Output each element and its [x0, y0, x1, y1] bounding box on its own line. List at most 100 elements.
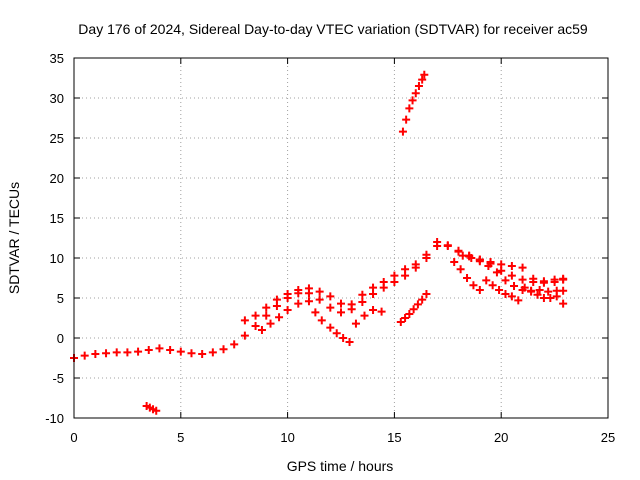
- y-tick-labels: -10 -5 0 5 10 15 20 25 30 35: [45, 51, 64, 426]
- y-tick-label: 10: [50, 251, 64, 266]
- data-point: [152, 406, 161, 415]
- series-low-segment: [142, 402, 161, 415]
- data-point: [544, 287, 553, 296]
- data-point: [315, 287, 324, 296]
- data-point: [80, 351, 89, 360]
- data-point: [339, 334, 348, 342]
- series-high-segment: [398, 70, 429, 136]
- data-point: [458, 251, 467, 260]
- data-point: [475, 257, 484, 266]
- x-tick-label: 25: [601, 430, 615, 445]
- data-point: [450, 258, 459, 266]
- data-point: [272, 295, 281, 304]
- data-point: [294, 299, 303, 308]
- x-tick-label: 5: [177, 430, 184, 445]
- y-tick-label: 20: [50, 171, 64, 186]
- grid: [74, 58, 608, 418]
- data-point: [482, 276, 491, 285]
- x-tick-label: 15: [387, 430, 401, 445]
- data-point: [420, 70, 429, 79]
- data-point: [518, 275, 527, 284]
- data-point: [91, 350, 100, 358]
- y-tick-label: -5: [52, 371, 64, 386]
- data-point: [411, 260, 420, 269]
- data-point: [422, 250, 431, 259]
- y-tick-label: 30: [50, 91, 64, 106]
- data-point: [492, 268, 501, 277]
- data-point: [401, 314, 410, 322]
- data-point: [337, 308, 345, 317]
- data-point: [377, 307, 386, 316]
- plot-frame: [73, 57, 609, 419]
- series-segment-15h: [396, 290, 431, 326]
- data-point: [535, 286, 544, 294]
- data-point: [369, 283, 378, 292]
- data-point: [208, 348, 217, 357]
- data-point: [501, 290, 510, 298]
- data-point: [409, 305, 418, 314]
- data-point: [304, 284, 313, 293]
- y-tick-label: 15: [50, 211, 64, 226]
- data-point: [405, 310, 414, 318]
- data-point: [176, 347, 185, 356]
- y-axis-label: SDTVAR / TECUs: [6, 182, 22, 294]
- data-point: [510, 282, 519, 290]
- data-point: [187, 349, 196, 358]
- y-tick-label: 0: [57, 331, 64, 346]
- data-point: [398, 127, 407, 136]
- data-point: [317, 316, 326, 325]
- x-tick-label: 10: [280, 430, 294, 445]
- data-point: [326, 292, 335, 301]
- data-point: [283, 290, 292, 298]
- x-tick-label: 20: [494, 430, 508, 445]
- series-spread-branch: [458, 251, 568, 296]
- data-point: [422, 290, 431, 298]
- data-point: [351, 319, 360, 328]
- data-point: [402, 115, 411, 124]
- data-point: [546, 294, 555, 302]
- data-point: [166, 346, 175, 354]
- data-point: [123, 348, 132, 357]
- data-point: [413, 300, 422, 309]
- data-point: [418, 295, 427, 304]
- data-point: [283, 306, 292, 314]
- data-point: [533, 290, 542, 299]
- data-point: [456, 265, 465, 274]
- data-point: [345, 338, 354, 346]
- x-axis-label: GPS time / hours: [287, 458, 394, 474]
- data-point: [475, 286, 484, 294]
- data-point: [240, 331, 249, 340]
- data-points: [70, 70, 568, 415]
- data-point: [379, 278, 388, 286]
- data-point: [514, 296, 523, 305]
- data-point: [347, 300, 356, 309]
- data-point: [559, 299, 568, 308]
- data-point: [155, 344, 164, 353]
- series-main-band: [70, 241, 568, 362]
- data-point: [507, 292, 516, 301]
- data-point: [484, 262, 493, 270]
- data-point: [396, 318, 405, 326]
- data-point: [405, 104, 414, 113]
- y-tick-label: -10: [45, 411, 64, 426]
- data-point: [507, 271, 516, 280]
- data-point: [497, 260, 506, 269]
- data-point: [257, 326, 266, 334]
- data-point: [219, 345, 228, 354]
- x-tick-labels: 0 5 10 15 20 25: [70, 430, 615, 445]
- chart-title: Day 176 of 2024, Sidereal Day-to-day VTE…: [78, 21, 588, 37]
- data-point: [360, 311, 369, 320]
- data-point: [529, 274, 538, 283]
- data-point: [102, 349, 111, 358]
- data-point: [501, 276, 510, 285]
- y-tick-label: 25: [50, 131, 64, 146]
- data-point: [230, 340, 239, 349]
- data-point: [550, 275, 559, 284]
- data-point: [311, 308, 320, 317]
- data-point: [358, 290, 367, 299]
- data-point: [275, 313, 284, 322]
- data-point: [559, 274, 568, 283]
- data-point: [144, 346, 153, 354]
- data-point: [401, 265, 410, 274]
- data-point: [337, 299, 345, 308]
